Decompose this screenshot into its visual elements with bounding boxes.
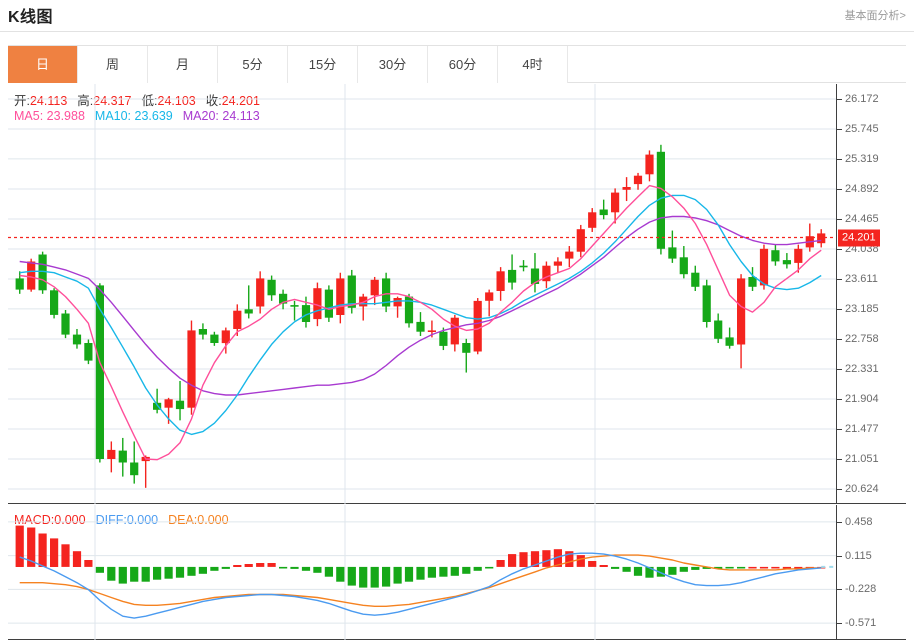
price-axis-tick [837, 128, 842, 130]
dea-label: DEA: [168, 513, 198, 527]
diff-label: DIFF: [95, 513, 127, 527]
price-axis-tick [837, 278, 842, 280]
price-axis-label: 21.477 [845, 422, 879, 435]
period-tab-5[interactable]: 30分 [358, 46, 428, 83]
macd-axis-label: -0.228 [845, 583, 877, 596]
macd-axis-label: -0.571 [845, 617, 877, 630]
diff-value: 0.000 [126, 513, 159, 527]
open-value: 24.113 [29, 94, 68, 108]
period-tab-1[interactable]: 周 [78, 46, 148, 83]
price-axis-label: 25.319 [845, 152, 879, 165]
period-tab-4[interactable]: 15分 [288, 46, 358, 83]
macd-axis-tick [837, 521, 842, 523]
open-label: 开: [14, 94, 30, 108]
close-label: 收: [205, 94, 222, 108]
price-axis-label: 23.185 [845, 302, 879, 315]
ma10-label: MA10: [94, 109, 132, 123]
price-axis-label: 22.758 [845, 332, 879, 345]
macd-axis-label: 0.458 [845, 515, 873, 528]
price-axis-label: 23.611 [845, 272, 878, 285]
price-axis-tick [837, 428, 842, 430]
macd-axis-tick [837, 555, 842, 557]
price-axis-label: 22.331 [845, 362, 879, 375]
ma10-value: 23.639 [134, 109, 173, 123]
macd-value: 0.000 [54, 513, 86, 527]
ohlc-info: 开:24.113 高:24.317 低:24.103 收:24.201 [14, 90, 260, 109]
period-tab-7[interactable]: 4时 [498, 46, 568, 83]
price-axis-tick [837, 458, 842, 460]
price-axis-label: 21.904 [845, 392, 879, 405]
price-axis-label: 20.624 [845, 482, 879, 495]
page-header: K线图 基本面分析> [0, 0, 914, 32]
low-label: 低: [141, 94, 158, 108]
price-plot-area[interactable] [8, 84, 836, 504]
price-axis-label: 21.051 [845, 452, 879, 465]
period-tab-2[interactable]: 月 [148, 46, 218, 83]
high-value: 24.317 [93, 94, 132, 108]
period-tab-6[interactable]: 60分 [428, 46, 498, 83]
high-label: 高: [77, 94, 94, 108]
macd-info: MACD:0.000 DIFF:0.000 DEA:0.000 [14, 513, 229, 527]
price-axis-tick [837, 368, 842, 370]
ma5-value: 23.988 [46, 109, 85, 123]
price-axis-tick [837, 398, 842, 400]
ma20-label: MA20: [182, 109, 219, 123]
low-value: 24.103 [157, 94, 196, 108]
ma20-value: 24.113 [222, 109, 260, 123]
page-title: K线图 [8, 9, 54, 26]
period-tab-0[interactable]: 日 [8, 46, 78, 83]
price-axis-label: 24.465 [845, 212, 879, 225]
price-axis-tick [837, 158, 842, 160]
close-value: 24.201 [221, 94, 260, 108]
macd-plot-area[interactable] [8, 505, 836, 640]
dea-value: 0.000 [197, 513, 229, 527]
ma-info: MA5: 23.988 MA10: 23.639 MA20: 24.113 [14, 109, 260, 123]
period-tab-bar: 日周月 5分 15分 30分 60分 4时 [8, 45, 906, 83]
macd-axis-tick [837, 589, 842, 591]
price-axis-tick [837, 98, 842, 100]
price-axis-label: 25.745 [845, 122, 879, 135]
price-axis-tick [837, 338, 842, 340]
candlestick-svg [8, 84, 836, 504]
price-axis-label: 24.892 [845, 182, 879, 195]
price-axis-label: 26.172 [845, 92, 879, 105]
macd-chart-frame: 0.458 0.115 -0.228 -0.571 [8, 505, 906, 640]
price-axis-tick [837, 308, 842, 310]
price-chart-frame: 26.172 25.745 25.319 24.892 24.465 24.038 23.6… [8, 84, 906, 504]
macd-axis-label: 0.115 [845, 549, 872, 562]
fundamental-analysis-link[interactable]: 基本面分析> [844, 10, 906, 22]
price-axis-tick [837, 218, 842, 220]
price-axis-tick [837, 488, 842, 490]
macd-axis: 0.458 0.115 -0.228 -0.571 [836, 505, 906, 639]
current-price-badge: 24.201 [838, 229, 880, 247]
macd-axis-tick [837, 623, 842, 625]
macd-label: MACD: [14, 513, 55, 527]
price-axis: 26.172 25.745 25.319 24.892 24.465 24.038 23.6… [836, 84, 906, 503]
price-axis-tick [837, 248, 842, 250]
macd-svg [8, 505, 836, 640]
ma5-label: MA5: [14, 109, 44, 123]
price-axis-tick [837, 188, 842, 190]
period-tab-3[interactable]: 5分 [218, 46, 288, 83]
header-divider [0, 31, 914, 32]
